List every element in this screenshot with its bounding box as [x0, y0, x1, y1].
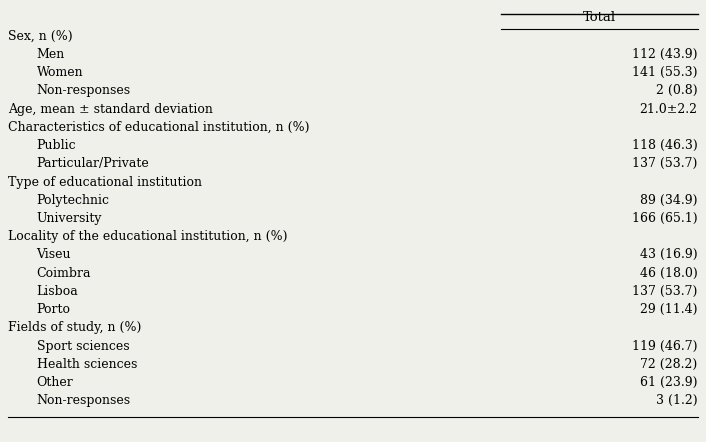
- Text: 89 (34.9): 89 (34.9): [640, 194, 698, 207]
- Text: 21.0±2.2: 21.0±2.2: [640, 103, 698, 116]
- Text: Sport sciences: Sport sciences: [37, 339, 129, 353]
- Text: Characteristics of educational institution, n (%): Characteristics of educational instituti…: [8, 121, 310, 134]
- Text: Health sciences: Health sciences: [37, 358, 137, 371]
- Text: 2 (0.8): 2 (0.8): [656, 84, 698, 97]
- Text: 166 (65.1): 166 (65.1): [632, 212, 698, 225]
- Text: 3 (1.2): 3 (1.2): [656, 394, 698, 407]
- Text: Women: Women: [37, 66, 83, 79]
- Text: Coimbra: Coimbra: [37, 267, 91, 280]
- Text: Non-responses: Non-responses: [37, 394, 131, 407]
- Text: 112 (43.9): 112 (43.9): [632, 48, 698, 61]
- Text: 43 (16.9): 43 (16.9): [640, 248, 698, 261]
- Text: 29 (11.4): 29 (11.4): [640, 303, 698, 316]
- Text: Non-responses: Non-responses: [37, 84, 131, 97]
- Text: Total: Total: [582, 11, 616, 24]
- Text: 72 (28.2): 72 (28.2): [640, 358, 698, 371]
- Text: Lisboa: Lisboa: [37, 285, 78, 298]
- Text: Public: Public: [37, 139, 76, 152]
- Text: Fields of study, n (%): Fields of study, n (%): [8, 321, 142, 334]
- Text: 61 (23.9): 61 (23.9): [640, 376, 698, 389]
- Text: Age, mean ± standard deviation: Age, mean ± standard deviation: [8, 103, 213, 116]
- Text: Locality of the educational institution, n (%): Locality of the educational institution,…: [8, 230, 288, 243]
- Text: 118 (46.3): 118 (46.3): [632, 139, 698, 152]
- Text: Particular/Private: Particular/Private: [37, 157, 149, 170]
- Text: University: University: [37, 212, 102, 225]
- Text: Other: Other: [37, 376, 73, 389]
- Text: 119 (46.7): 119 (46.7): [632, 339, 698, 353]
- Text: Men: Men: [37, 48, 65, 61]
- Text: Type of educational institution: Type of educational institution: [8, 175, 203, 188]
- Text: 46 (18.0): 46 (18.0): [640, 267, 698, 280]
- Text: Polytechnic: Polytechnic: [37, 194, 109, 207]
- Text: 141 (55.3): 141 (55.3): [632, 66, 698, 79]
- Text: Sex, n (%): Sex, n (%): [8, 30, 73, 43]
- Text: Viseu: Viseu: [37, 248, 71, 261]
- Text: Porto: Porto: [37, 303, 71, 316]
- Text: 137 (53.7): 137 (53.7): [632, 157, 698, 170]
- Text: 137 (53.7): 137 (53.7): [632, 285, 698, 298]
